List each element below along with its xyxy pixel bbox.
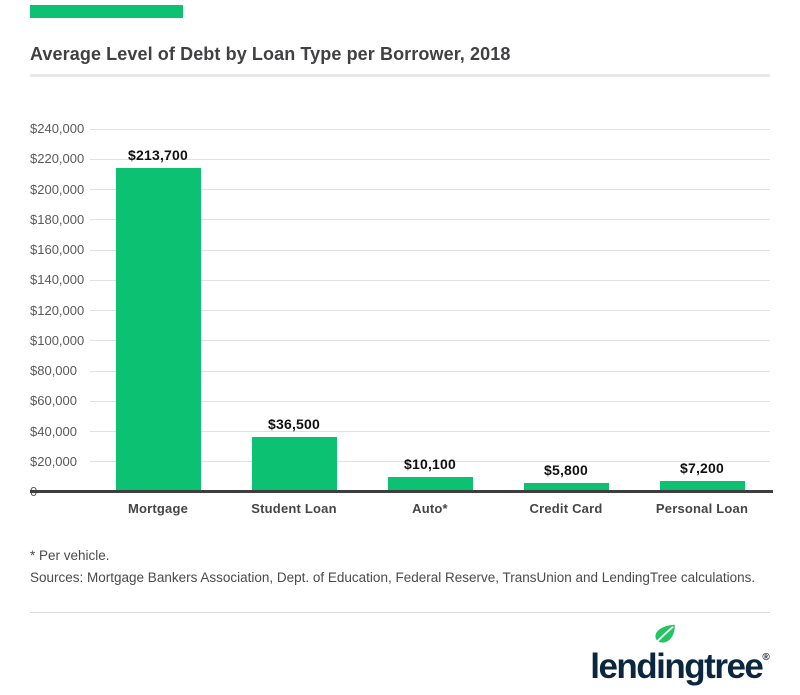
gridline — [90, 431, 770, 432]
gridline — [90, 400, 770, 402]
category-label: Mortgage — [127, 501, 189, 516]
y-tick-label: $40,000 — [30, 423, 77, 439]
y-tick-label: $220,000 — [30, 151, 85, 167]
y-tick-label: $20,000 — [30, 453, 77, 469]
y-tick-label: $140,000 — [30, 272, 85, 288]
footnote-per-vehicle: * Per vehicle. — [30, 548, 110, 563]
category-label: Auto* — [412, 501, 448, 516]
y-tick-label: $240,000 — [30, 121, 85, 136]
y-tick-label: $80,000 — [30, 363, 77, 378]
category-label: Credit Card — [529, 501, 603, 516]
footnotes: * Per vehicle. Sources: Mortgage Bankers… — [30, 545, 770, 589]
registered-trademark: ® — [762, 652, 770, 663]
bar — [659, 481, 745, 492]
category-label: Personal Loan — [655, 501, 749, 516]
footnote-sources: Sources: Mortgage Bankers Association, D… — [30, 570, 756, 585]
gridline — [90, 128, 770, 130]
leaf-icon — [655, 624, 675, 643]
y-tick-label: $160,000 — [30, 242, 85, 257]
gridline — [90, 340, 770, 342]
bar — [523, 483, 609, 492]
bar — [251, 436, 337, 492]
gridline — [90, 279, 770, 281]
bar-slot: $5,800 — [498, 128, 634, 492]
bar — [115, 168, 201, 492]
gridline — [90, 370, 770, 372]
y-tick-label: $60,000 — [30, 393, 77, 409]
gridline — [90, 310, 770, 311]
bar — [387, 476, 473, 492]
y-tick-label: $120,000 — [30, 302, 85, 318]
gridline — [90, 249, 770, 251]
gridline — [90, 158, 770, 160]
bar-slot: $36,500 — [226, 128, 362, 492]
x-axis-baseline — [30, 490, 773, 493]
y-tick-label: $200,000 — [30, 181, 85, 197]
bar-value-label: $36,500 — [267, 415, 320, 432]
gridline — [90, 219, 770, 221]
footer-divider — [30, 612, 770, 613]
title-divider — [30, 74, 770, 77]
y-tick-label: $100,000 — [30, 332, 85, 348]
bar-slot: $213,700 — [90, 128, 226, 492]
bars-area: $213,700 $36,500 $10,100 $5,800 $7,200 — [90, 128, 770, 492]
lendingtree-logo: lendingtree® — [580, 622, 780, 686]
y-tick-label: $180,000 — [30, 211, 85, 227]
gridline — [90, 189, 770, 190]
bar-value-label: $213,700 — [128, 147, 188, 164]
category-label: Student Loan — [251, 501, 337, 516]
logo-wordmark: lendingtree® — [590, 647, 770, 686]
gridline — [90, 461, 770, 463]
chart-title: Average Level of Debt by Loan Type per B… — [30, 44, 511, 64]
bar-value-label: $10,100 — [403, 455, 456, 472]
bar-value-label: $7,200 — [679, 460, 725, 477]
bar-slot: $7,200 — [634, 128, 770, 492]
bar-value-label: $5,800 — [543, 462, 589, 479]
category-label-row: Mortgage Student Loan Auto* Credit Card Pers… — [90, 501, 770, 516]
brand-accent-bar — [30, 5, 183, 18]
bar-slot: $10,100 — [362, 128, 498, 492]
